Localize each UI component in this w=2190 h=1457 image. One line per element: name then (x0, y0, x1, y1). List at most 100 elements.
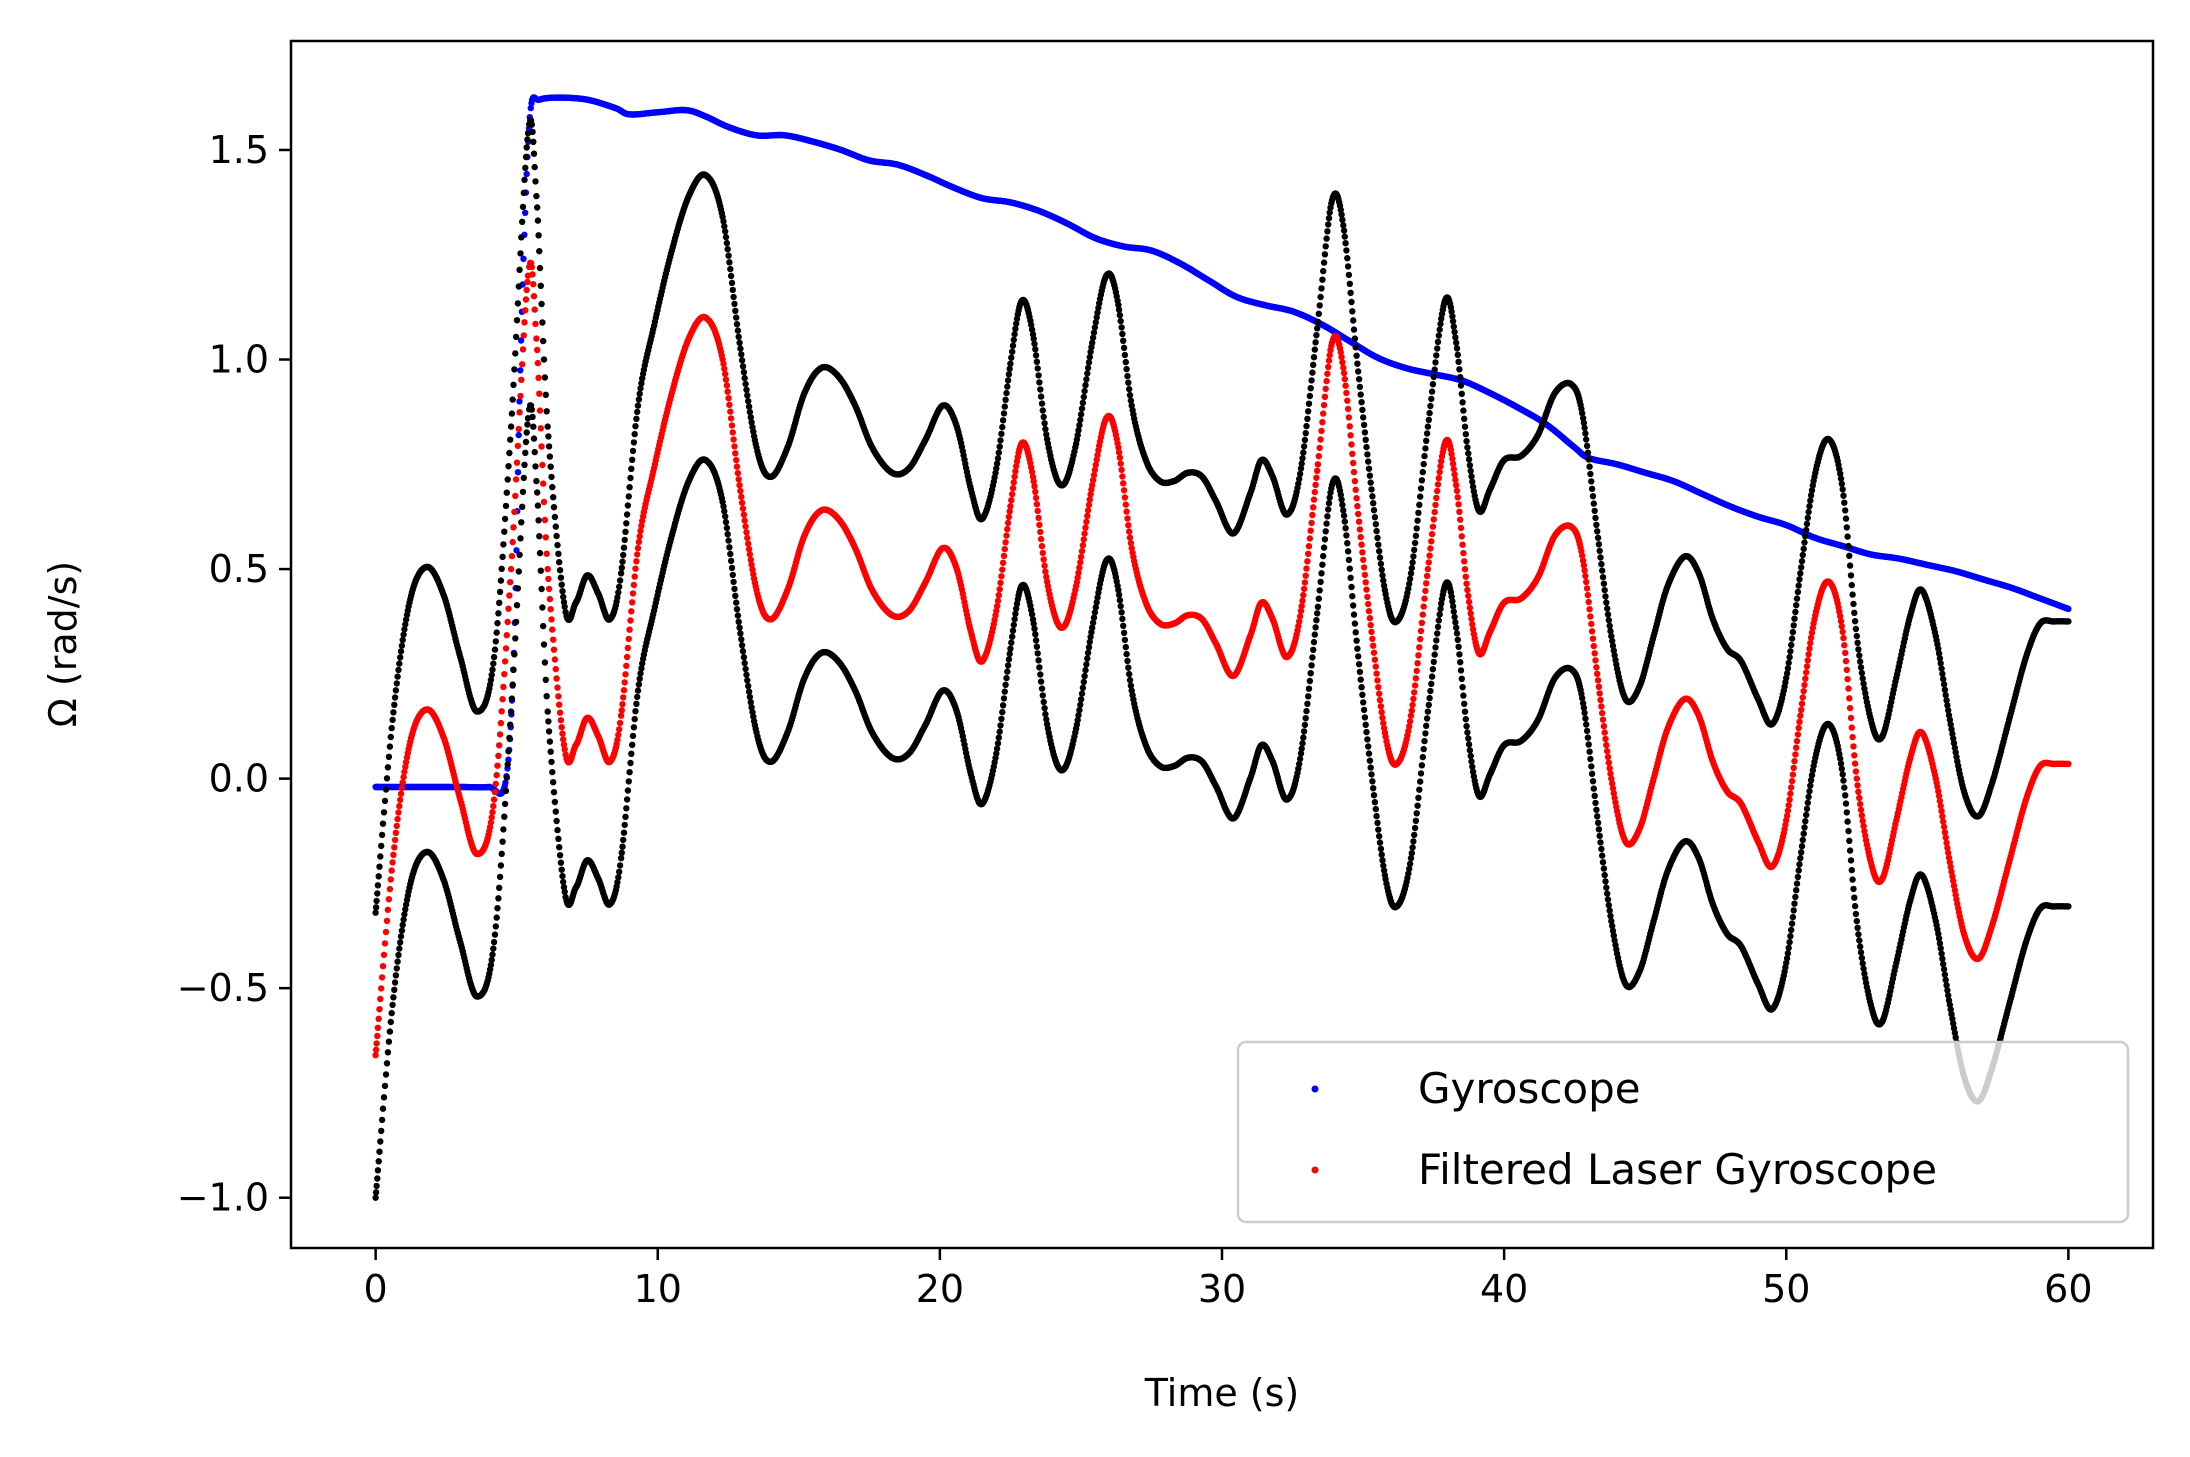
data-point (512, 635, 519, 642)
data-point (1037, 386, 1044, 393)
data-point (553, 817, 560, 825)
data-point (1125, 379, 1132, 386)
data-point (494, 620, 501, 627)
data-point (636, 390, 643, 397)
data-point (388, 1009, 395, 1017)
data-point (1078, 405, 1086, 412)
data-point (1840, 492, 1847, 499)
data-point (1311, 346, 1319, 353)
data-point (624, 787, 632, 794)
data-point (1374, 534, 1381, 542)
data-point (1581, 424, 1588, 432)
data-point (1077, 416, 1084, 423)
data-point (1849, 591, 1856, 598)
data-point (1310, 354, 1318, 361)
data-point (1116, 312, 1124, 319)
data-point (1848, 581, 1856, 589)
data-point (1857, 664, 1865, 671)
data-point (616, 583, 623, 590)
data-point (554, 541, 561, 549)
data-point (1077, 411, 1085, 418)
data-point (557, 859, 565, 866)
data-point (1117, 317, 1124, 325)
data-point (1340, 227, 1348, 234)
data-point (539, 319, 546, 326)
data-point (380, 1094, 388, 1101)
data-point (372, 904, 380, 911)
data-point (628, 465, 635, 472)
data-point (623, 511, 631, 518)
data-point (393, 965, 400, 972)
data-point (1410, 553, 1417, 560)
data-point (520, 474, 527, 482)
data-point (722, 518, 730, 526)
data-point (729, 286, 736, 294)
data-point (1452, 334, 1459, 341)
data-point (1305, 400, 1313, 407)
data-point (1855, 646, 1862, 653)
data-point (1041, 705, 1048, 712)
data-point (743, 671, 750, 678)
data-point (1011, 616, 1018, 623)
data-point (1084, 364, 1092, 372)
data-point (1421, 452, 1428, 460)
data-point (625, 493, 632, 500)
data-point (538, 300, 545, 308)
data-point (1457, 374, 1464, 381)
data-point (1368, 486, 1375, 493)
data-point (491, 931, 499, 938)
data-point (623, 796, 631, 803)
data-point (536, 549, 544, 557)
data-point (507, 708, 515, 715)
data-point (551, 798, 559, 806)
data-point (1428, 388, 1436, 395)
data-point (1417, 485, 1425, 492)
series-2-markers (372, 117, 2072, 916)
data-point (623, 805, 630, 812)
data-point (1803, 520, 1811, 528)
data-point (1036, 379, 1043, 386)
data-point (527, 104, 534, 112)
data-point (1342, 240, 1349, 247)
data-point (1365, 465, 1373, 472)
data-point (1003, 674, 1010, 682)
data-point (1787, 648, 1794, 655)
data-point (1302, 430, 1309, 437)
data-point (1467, 467, 1474, 475)
data-point (394, 958, 401, 965)
data-point (561, 603, 568, 610)
data-point (545, 728, 553, 735)
data-point (1450, 323, 1458, 330)
data-point (382, 786, 390, 793)
data-point (1009, 342, 1017, 349)
data-point (1004, 383, 1011, 390)
data-point (1423, 437, 1430, 444)
data-point (1598, 560, 1605, 568)
data-point (1589, 493, 1597, 500)
data-point (629, 456, 636, 463)
data-point (547, 463, 554, 470)
data-point (1839, 486, 1846, 493)
data-point (1369, 493, 1376, 500)
data-point (1040, 698, 1047, 706)
data-point (615, 589, 622, 596)
data-point (541, 374, 549, 381)
data-point (631, 715, 638, 723)
data-point (496, 873, 504, 881)
data-point (741, 659, 748, 667)
data-point (1585, 456, 1592, 463)
data-point (620, 829, 628, 836)
data-point (1004, 662, 1012, 669)
data-point (995, 449, 1002, 456)
data-point (722, 513, 729, 520)
data-point (1001, 403, 1008, 410)
data-point (1411, 546, 1418, 554)
data-point (1460, 407, 1467, 414)
data-point (1306, 392, 1314, 400)
data-point (1003, 389, 1010, 397)
data-point (738, 351, 745, 358)
data-point (1852, 625, 1860, 633)
data-point (1583, 436, 1590, 443)
data-point (1319, 276, 1326, 283)
data-point (532, 178, 539, 185)
